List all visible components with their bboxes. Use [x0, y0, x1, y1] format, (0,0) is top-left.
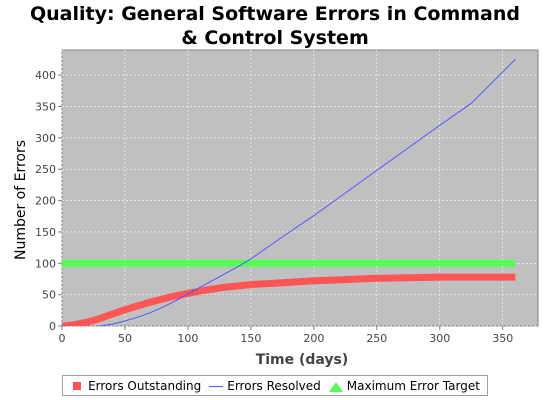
y-tick-label-400: 400: [35, 69, 56, 82]
legend-label-maximum-error-target: Maximum Error Target: [347, 379, 480, 393]
y-tick-label-300: 300: [35, 132, 56, 145]
y-axis-label: Number of Errors: [13, 140, 29, 260]
x-tick-label-200: 200: [303, 332, 324, 345]
x-tick-label-300: 300: [429, 332, 450, 345]
x-tick-label-150: 150: [240, 332, 261, 345]
y-tick-label-150: 150: [35, 226, 56, 239]
x-tick-label-50: 50: [118, 332, 132, 345]
x-tick-label-250: 250: [366, 332, 387, 345]
legend-swatch-maximum-error-target: [329, 381, 343, 391]
x-tick-label-350: 350: [492, 332, 513, 345]
legend-item-maximum-error-target: Maximum Error Target: [329, 379, 480, 393]
y-tick-label-200: 200: [35, 195, 56, 208]
legend-label-errors-outstanding: Errors Outstanding: [88, 379, 201, 393]
legend: Errors Outstanding Errors Resolved Maxim…: [62, 375, 488, 396]
legend-item-errors-resolved: Errors Resolved: [209, 379, 321, 393]
legend-item-errors-outstanding: Errors Outstanding: [70, 379, 201, 393]
x-axis-label: Time (days): [256, 352, 349, 368]
legend-swatch-errors-outstanding: [70, 381, 84, 391]
y-tick-label-350: 350: [35, 100, 56, 113]
y-tick-label-0: 0: [49, 320, 56, 333]
x-tick-label-100: 100: [177, 332, 198, 345]
y-tick-label-250: 250: [35, 163, 56, 176]
y-tick-label-100: 100: [35, 257, 56, 270]
x-tick-label-0: 0: [59, 332, 66, 345]
y-tick-label-50: 50: [42, 289, 56, 302]
legend-swatch-errors-resolved: [209, 381, 223, 391]
legend-label-errors-resolved: Errors Resolved: [227, 379, 321, 393]
